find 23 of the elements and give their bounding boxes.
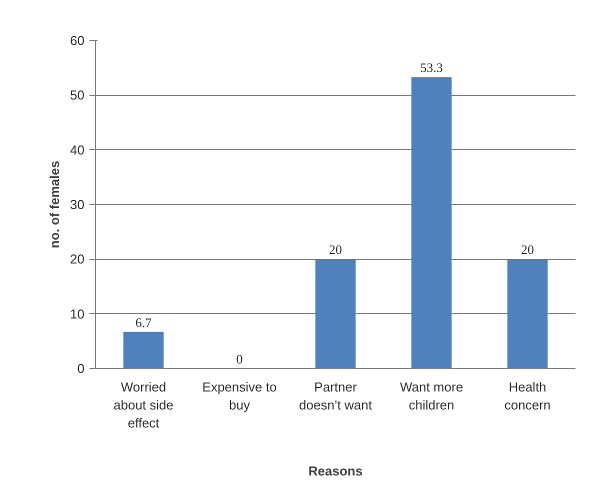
y-axis-title: no. of females [47,160,62,248]
y-tick-label: 50 [70,88,85,103]
data-label: 53.3 [420,60,443,76]
y-tick-label: 60 [70,33,85,48]
bar [123,332,164,368]
x-tick-label: Want more children [400,380,464,412]
bar [411,77,452,368]
bar [315,259,356,368]
y-tick-label: 0 [77,361,85,376]
data-label: 20 [329,242,342,258]
data-label: 20 [521,242,534,258]
y-tick-label: 40 [70,142,85,158]
y-tick-label: 20 [70,252,85,267]
x-tick-label: Partner doesn’t want [299,380,372,412]
x-tick-label: Worried about side effect [114,380,174,430]
x-axis-title: Reasons [308,464,363,478]
bar [507,259,548,368]
x-tick-label: Health concern [504,380,551,412]
x-tick-label: Expensive to buy [202,380,277,412]
data-label: 0 [236,352,243,366]
y-tick-label: 30 [70,197,85,212]
data-label: 6.7 [135,314,152,330]
y-tick-label: 10 [70,306,85,322]
